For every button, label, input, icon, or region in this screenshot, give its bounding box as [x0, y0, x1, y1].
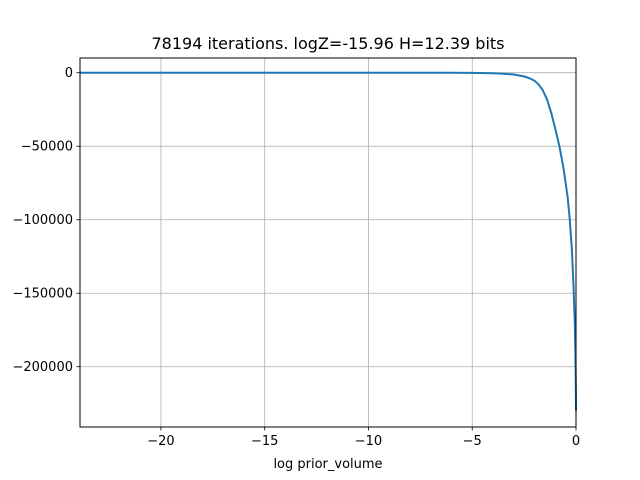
- axis-ticks: −20 −15 −10 −5 0 0 −50000 −100000 −150000 −200000: [12, 66, 580, 449]
- series-layer: [80, 71, 577, 411]
- y-tick-label: −150000: [12, 287, 73, 302]
- x-tick-label: −5: [463, 434, 482, 449]
- x-tick-label: −10: [355, 434, 382, 449]
- plot-area: [80, 58, 576, 427]
- y-tick-label: 0: [65, 66, 73, 81]
- chart-title: 78194 iterations. logZ=-15.96 H=12.39 bi…: [151, 34, 504, 53]
- y-tick-label: −50000: [21, 140, 73, 155]
- series-line: [80, 71, 577, 411]
- x-tick-label: −20: [147, 434, 174, 449]
- plot-frame: [79, 57, 577, 428]
- y-tick-label: −100000: [12, 213, 73, 228]
- x-axis-label: log prior_volume: [273, 457, 382, 472]
- x-tick-label: −15: [251, 434, 278, 449]
- y-tick-label: −200000: [12, 360, 73, 375]
- x-tick-label: 0: [572, 434, 580, 449]
